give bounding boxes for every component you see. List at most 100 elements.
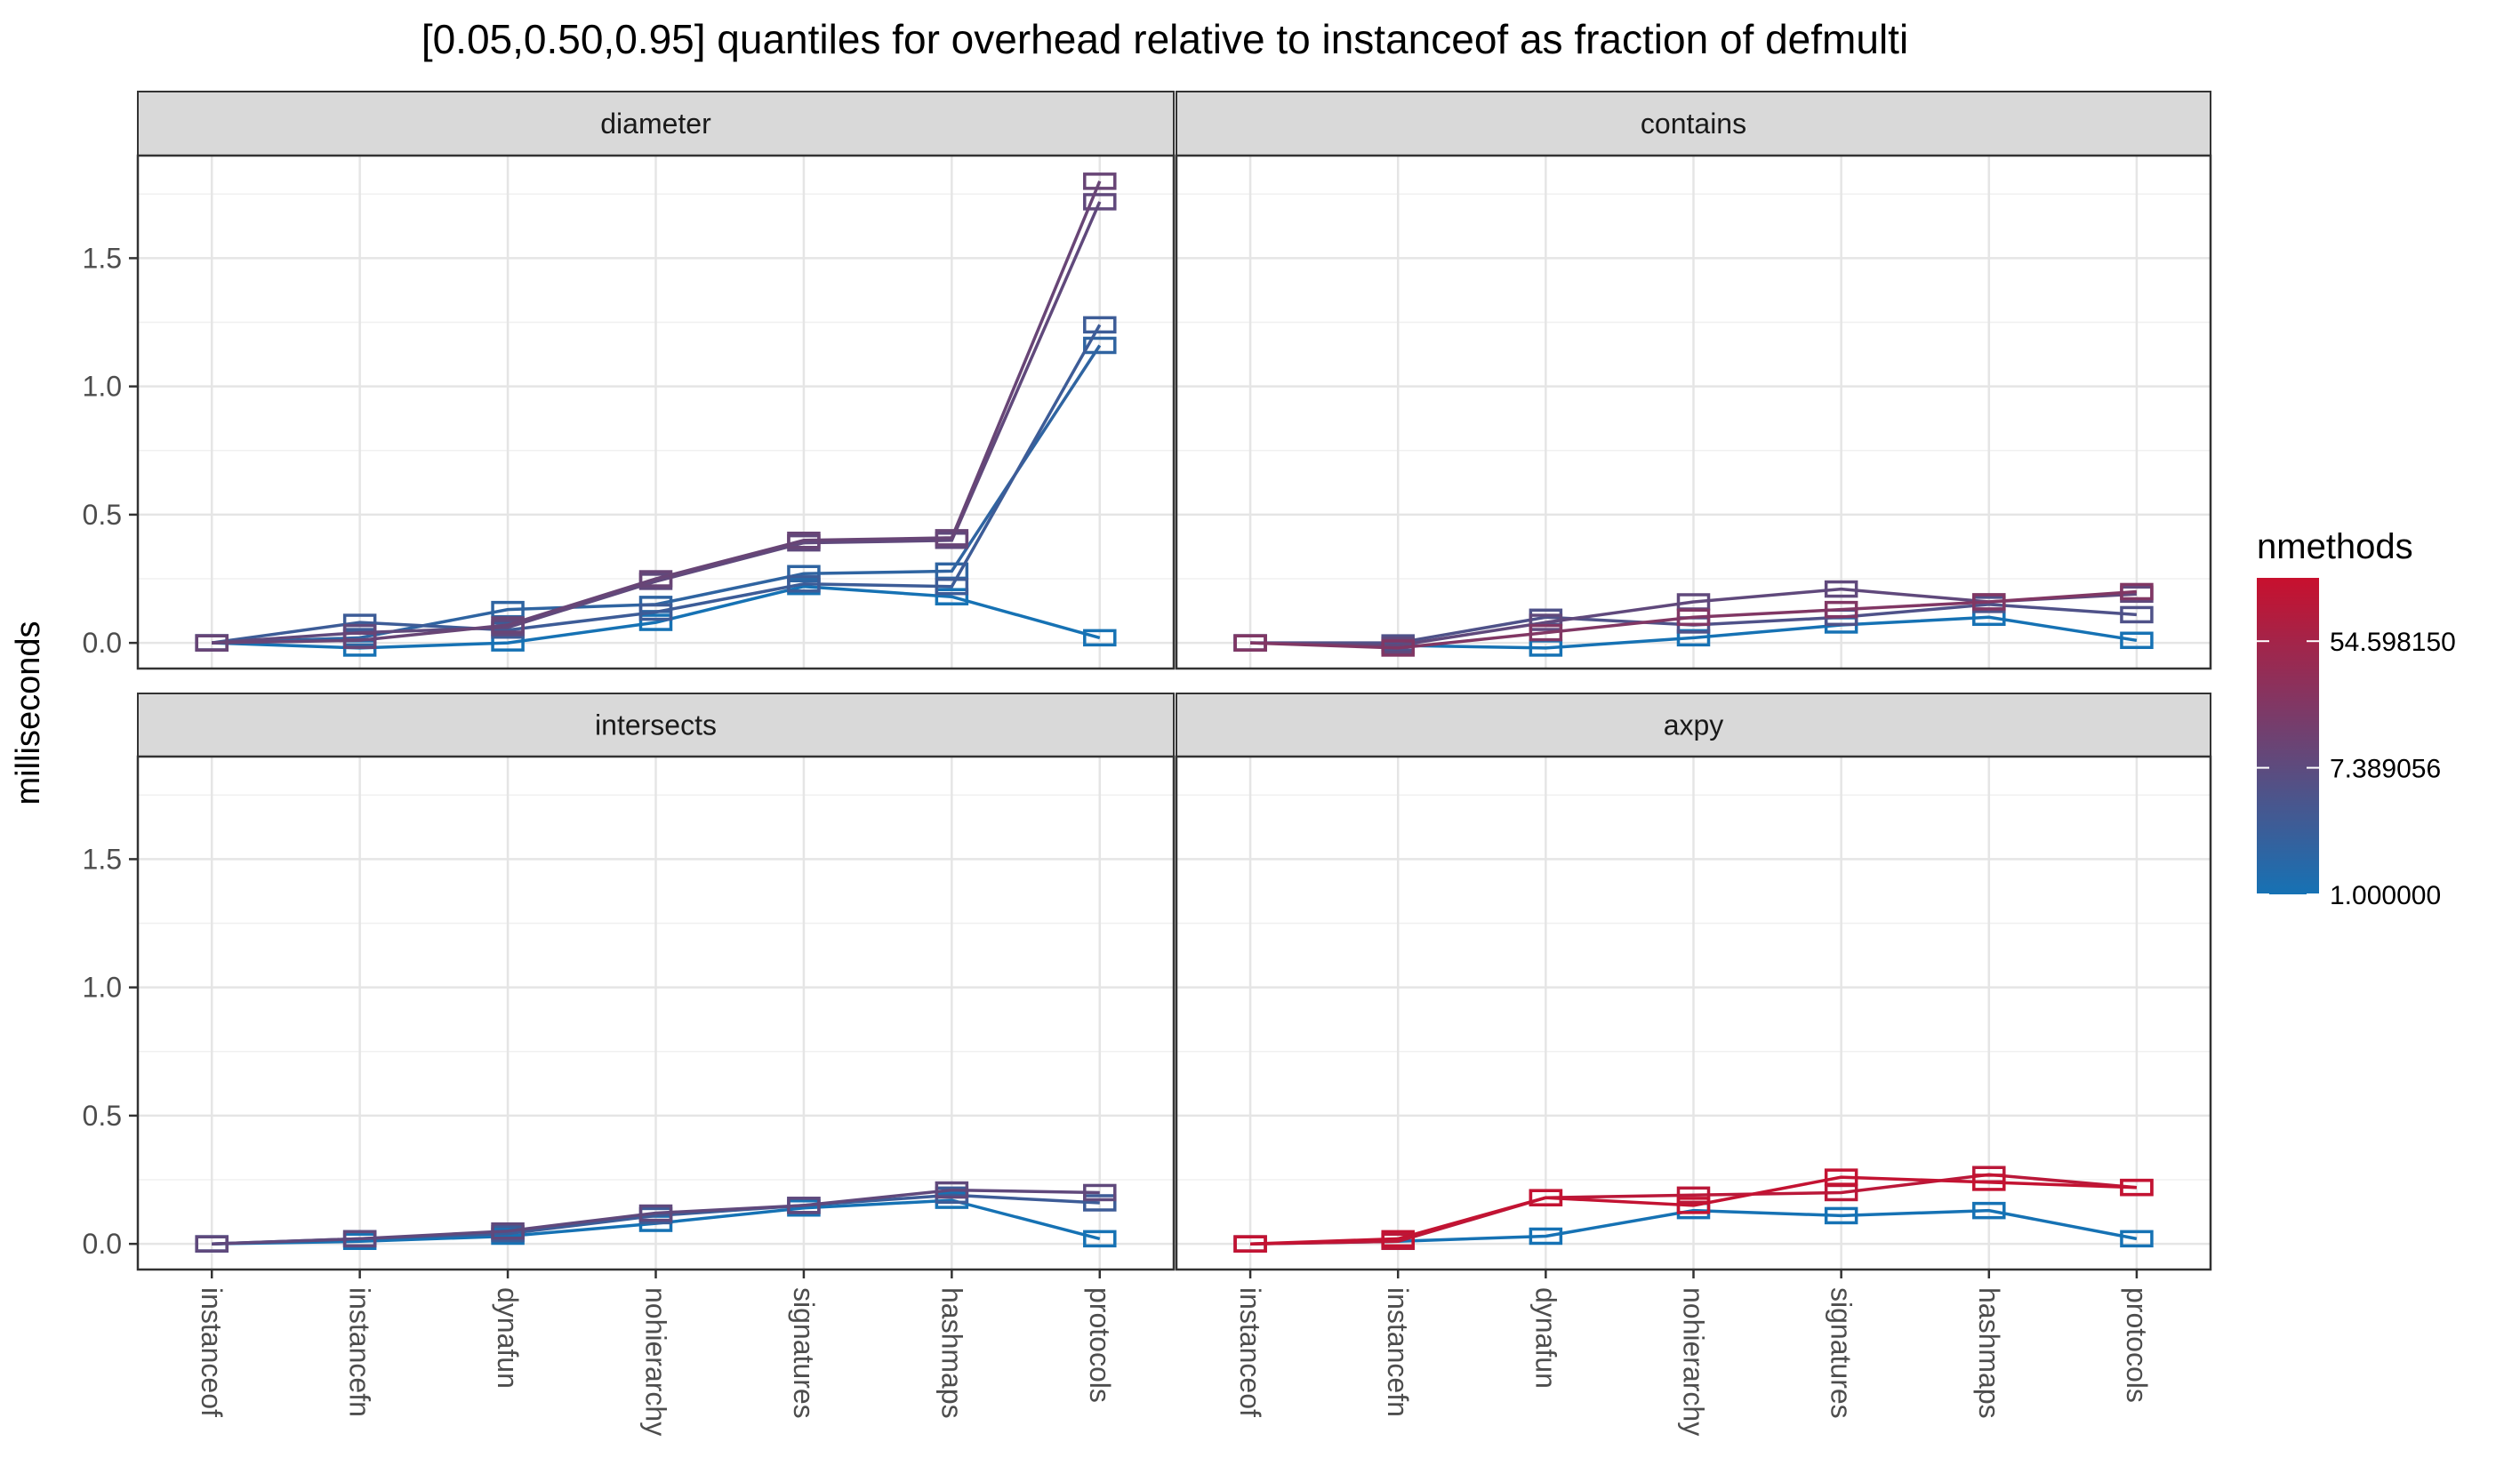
panel-contains: contains <box>1175 91 2212 670</box>
data-point <box>1529 623 1563 642</box>
data-point <box>2120 605 2154 624</box>
x-tick-label: instancefn <box>1382 1287 1414 1417</box>
data-point <box>638 1204 673 1222</box>
data-point <box>1972 593 2006 611</box>
data-point <box>1083 1230 1117 1248</box>
data-point <box>342 631 377 650</box>
y-tick-label: 1.0 <box>83 371 122 403</box>
facet-strip <box>137 91 1175 156</box>
x-tick-label: nohierarchy <box>640 1287 672 1436</box>
y-tick-label: 1.5 <box>83 843 122 875</box>
data-point <box>935 577 969 596</box>
x-tick-label: hashmaps <box>935 1287 967 1419</box>
data-point <box>1972 1201 2006 1220</box>
x-tick-label: dynafun <box>1529 1287 1561 1389</box>
data-point <box>1233 634 1267 652</box>
panel-intersects: intersects 0.0 0.5 1.0 1.5 instanceof instance… <box>83 693 1176 1436</box>
data-point <box>1083 193 1117 211</box>
x-tick-label: nohierarchy <box>1678 1287 1710 1436</box>
facet-strip-label: diameter <box>600 108 711 140</box>
data-point <box>491 616 525 634</box>
data-point <box>1676 1186 1711 1205</box>
data-point <box>491 1222 525 1240</box>
panel-diameter: diameter 0.0 0.5 1.0 1.5 <box>83 91 1176 670</box>
series-line <box>212 1188 1100 1246</box>
data-point <box>1083 336 1117 355</box>
data-point <box>935 529 969 547</box>
series-line <box>1250 589 2138 650</box>
data-point <box>1083 316 1117 334</box>
series-line <box>212 180 1102 645</box>
data-point <box>638 613 673 631</box>
data-point <box>342 613 377 631</box>
data-point <box>2120 582 2154 601</box>
x-tick-label: instanceof <box>1234 1287 1266 1417</box>
y-tick-label: 0.0 <box>83 627 122 659</box>
facet-panels: diameter 0.0 0.5 1.0 1.5 contains intersects 0.… <box>83 91 2212 1436</box>
data-point <box>1824 580 1858 598</box>
x-tick-label: instanceof <box>196 1287 228 1417</box>
data-point <box>787 565 821 583</box>
data-point <box>935 1181 969 1199</box>
panel-border <box>1175 154 2212 670</box>
x-tick-label: dynafun <box>492 1287 524 1389</box>
data-point <box>1381 639 1415 657</box>
y-axis-title: milliseconds <box>10 621 47 805</box>
data-point <box>1824 1206 1858 1225</box>
panel-axpy: axpy instanceof instancefn dynafun nohierarc… <box>1175 693 2212 1436</box>
data-point <box>1529 613 1563 631</box>
legend-title: nmethods <box>2257 527 2413 566</box>
x-tick-label: protocols <box>2121 1287 2153 1403</box>
data-point <box>1381 1230 1415 1248</box>
x-tick-label: signatures <box>788 1287 820 1419</box>
data-point <box>1972 1174 2006 1191</box>
data-point <box>935 588 969 605</box>
series-line <box>211 324 1102 645</box>
x-tick-label: signatures <box>1826 1287 1858 1419</box>
data-point <box>342 1230 377 1248</box>
facet-strip-label: intersects <box>595 709 717 741</box>
x-tick-label: protocols <box>1084 1287 1116 1403</box>
legend-colorbar <box>2257 578 2319 894</box>
legend-label: 7.389056 <box>2330 755 2441 784</box>
data-point <box>1676 608 1711 627</box>
facet-strip <box>1176 693 2211 757</box>
data-point <box>787 1197 821 1214</box>
y-tick-label: 0.5 <box>83 499 122 531</box>
data-point <box>787 575 821 593</box>
data-point <box>1233 1235 1267 1253</box>
legend-label: 1.000000 <box>2330 881 2441 910</box>
data-point <box>1676 1197 1711 1214</box>
series-line <box>1250 1175 2137 1246</box>
data-point <box>1083 1183 1117 1202</box>
x-tick-label: hashmaps <box>1973 1287 2005 1419</box>
y-tick-label: 0.5 <box>83 1100 122 1132</box>
facet-strip-label: axpy <box>1664 709 1724 741</box>
data-point <box>1083 1194 1117 1212</box>
data-point <box>1824 600 1858 619</box>
y-tick-label: 1.5 <box>83 242 122 274</box>
legend-label: 54.598150 <box>2330 628 2456 657</box>
data-point <box>2120 1230 2154 1248</box>
data-point <box>1824 1168 1858 1186</box>
legend: nmethods 54.598150 7.389056 1.000000 <box>2257 527 2456 910</box>
data-point <box>195 634 229 652</box>
x-tick-label: instancefn <box>344 1287 376 1417</box>
facet-strip-label: contains <box>1641 108 1746 140</box>
data-point <box>638 603 673 621</box>
data-point <box>1529 1189 1563 1206</box>
chart-title: [0.05,0.50,0.95] quantiles for overhead … <box>421 16 1908 62</box>
data-point <box>2120 631 2154 650</box>
data-point <box>787 532 821 549</box>
data-point <box>1083 629 1117 647</box>
y-tick-label: 0.0 <box>83 1228 122 1260</box>
panel-border <box>136 154 1176 670</box>
data-point <box>195 1235 229 1253</box>
y-tick-label: 1.0 <box>83 972 122 1004</box>
data-point <box>638 570 673 588</box>
data-point <box>2120 1178 2154 1197</box>
data-point <box>1083 172 1117 190</box>
data-point <box>1529 1227 1563 1246</box>
